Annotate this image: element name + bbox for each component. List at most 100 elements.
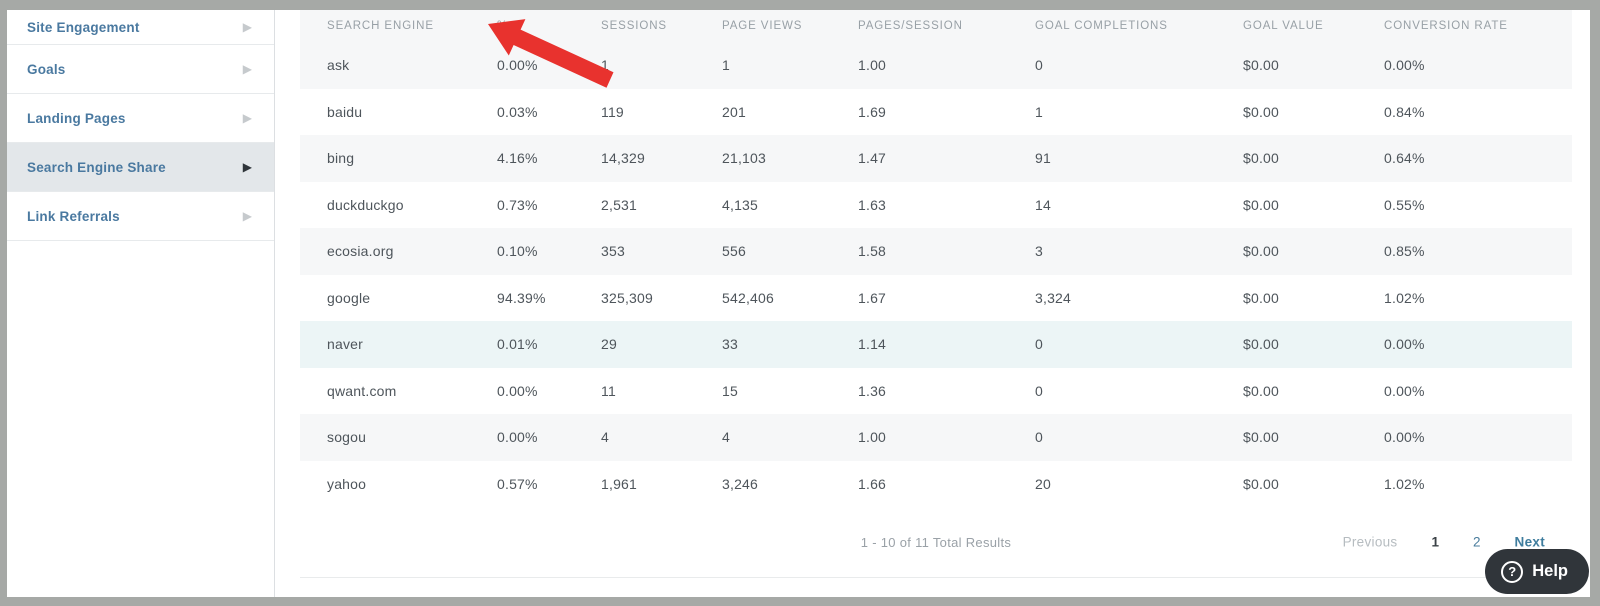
column-header[interactable]: GOAL VALUE [1243, 20, 1324, 32]
value-cell: $0.00 [1243, 103, 1280, 120]
value-cell: 11 [601, 382, 616, 399]
search-engine-cell: google [327, 289, 371, 306]
table-header-row: SEARCH ENGINE% SESSIONS PAGE VIEWS PAGES/SE… [300, 10, 1572, 42]
sidebar-item-label: Link Referrals [27, 208, 120, 224]
value-cell: 0 [1035, 382, 1043, 399]
sidebar-item-goals[interactable]: Goals ▶ [7, 45, 274, 94]
column-header[interactable]: CONVERSION RATE [1384, 20, 1508, 32]
value-cell: 1.14 [858, 336, 887, 353]
table-row: naver 0.01% 29 33 1.14 0 $0.00 0.00% [300, 321, 1572, 368]
value-cell: 0.00% [1384, 382, 1425, 399]
value-cell: 14 [1035, 196, 1051, 213]
value-cell: 29 [601, 336, 617, 353]
column-header[interactable]: GOAL COMPLETIONS [1035, 20, 1168, 32]
column-header[interactable]: SEARCH ENGINE [327, 20, 434, 32]
value-cell: 119 [601, 103, 624, 120]
table-row: ask 0.00% 1 1 1.00 0 $0.00 0.00% [300, 42, 1572, 89]
search-engine-cell: sogou [327, 429, 367, 446]
column-header[interactable]: % [497, 20, 509, 32]
value-cell: 0.64% [1384, 150, 1425, 167]
value-cell: 325,309 [601, 289, 654, 306]
value-cell: 0.00% [497, 382, 538, 399]
search-engine-cell: bing [327, 150, 355, 167]
value-cell: 0.57% [497, 475, 538, 492]
value-cell: 1.58 [858, 243, 887, 260]
value-cell: $0.00 [1243, 429, 1280, 446]
value-cell: $0.00 [1243, 336, 1280, 353]
value-cell: 0 [1035, 336, 1043, 353]
value-cell: 4.16% [497, 150, 538, 167]
value-cell: 542,406 [722, 289, 775, 306]
search-engine-cell: ask [327, 57, 350, 74]
sidebar-item-search-engine-share[interactable]: Search Engine Share ▶ [7, 143, 274, 192]
value-cell: $0.00 [1243, 289, 1280, 306]
previous-page-button[interactable]: Previous [1342, 534, 1398, 550]
value-cell: 94.39% [497, 289, 546, 306]
sidebar-item-label: Site Engagement [27, 19, 140, 35]
value-cell: 0.00% [497, 429, 538, 446]
chevron-right-icon: ▶ [242, 160, 252, 174]
value-cell: 0 [1035, 57, 1043, 74]
value-cell: 0.03% [497, 103, 538, 120]
value-cell: 1 [601, 57, 609, 74]
value-cell: 21,103 [722, 150, 767, 167]
search-engine-cell: ecosia.org [327, 243, 394, 260]
page-number-1[interactable]: 1 [1431, 534, 1440, 550]
value-cell: 1.63 [858, 196, 887, 213]
chevron-right-icon: ▶ [242, 20, 252, 34]
value-cell: 2,531 [601, 196, 638, 213]
table-row: bing 4.16% 14,329 21,103 1.47 91 $0.00 0.64% [300, 135, 1572, 182]
value-cell: 1 [722, 57, 730, 74]
value-cell: 33 [722, 336, 738, 353]
value-cell: $0.00 [1243, 150, 1280, 167]
help-button-label: Help [1532, 562, 1568, 580]
value-cell: 1.67 [858, 289, 887, 306]
chevron-right-icon: ▶ [242, 209, 252, 223]
sidebar-nav: Site Engagement ▶ Goals ▶ Landing Pages ▶ Sear… [7, 10, 274, 241]
value-cell: 1.00 [858, 57, 887, 74]
value-cell: 4 [601, 429, 609, 446]
table-row: ecosia.org 0.10% 353 556 1.58 3 $0.00 0.85% [300, 228, 1572, 275]
value-cell: 1 [1035, 103, 1043, 120]
value-cell: 1.66 [858, 475, 887, 492]
results-count-text: 1 - 10 of 11 Total Results [860, 534, 1012, 550]
value-cell: 1.02% [1384, 475, 1425, 492]
value-cell: $0.00 [1243, 475, 1280, 492]
sidebar-item-label: Landing Pages [27, 110, 126, 126]
value-cell: 0.84% [1384, 103, 1425, 120]
value-cell: 3,324 [1035, 289, 1072, 306]
chevron-right-icon: ▶ [242, 62, 252, 76]
table-row: google 94.39% 325,309 542,406 1.67 3,324 $0.00… [300, 275, 1572, 322]
column-header[interactable]: PAGE VIEWS [722, 20, 803, 32]
value-cell: 0 [1035, 429, 1043, 446]
value-cell: 353 [601, 243, 625, 260]
table-footer: 1 - 10 of 11 Total Results Previous 1 2 N… [300, 507, 1572, 578]
help-button[interactable]: ? Help [1485, 549, 1589, 594]
table-row: qwant.com 0.00% 11 15 1.36 0 $0.00 0.00% [300, 368, 1572, 415]
search-engine-cell: baidu [327, 103, 363, 120]
value-cell: 0.00% [497, 57, 538, 74]
table-row: yahoo 0.57% 1,961 3,246 1.66 20 $0.00 1.02% [300, 461, 1572, 508]
search-engine-table: SEARCH ENGINE% SESSIONS PAGE VIEWS PAGES/SE… [300, 10, 1572, 507]
value-cell: 0.00% [1384, 57, 1425, 74]
pagination: Previous 1 2 Next [1343, 535, 1545, 550]
value-cell: 14,329 [601, 150, 646, 167]
sidebar-item-site-engagement[interactable]: Site Engagement ▶ [7, 10, 274, 45]
column-header[interactable]: SESSIONS [601, 20, 667, 32]
chevron-right-icon: ▶ [242, 111, 252, 125]
table-row: duckduckgo 0.73% 2,531 4,135 1.63 14 $0.00 0.55… [300, 182, 1572, 229]
next-page-button[interactable]: Next [1514, 534, 1545, 550]
page-number-2[interactable]: 2 [1473, 534, 1481, 550]
value-cell: 0.00% [1384, 336, 1425, 353]
sidebar-item-link-referrals[interactable]: Link Referrals ▶ [7, 192, 274, 241]
table-header: SEARCH ENGINE% SESSIONS PAGE VIEWS PAGES/SE… [300, 10, 1572, 42]
table-row: baidu 0.03% 119 201 1.69 1 $0.00 0.84% [300, 89, 1572, 136]
sidebar-item-landing-pages[interactable]: Landing Pages ▶ [7, 94, 274, 143]
question-mark-icon: ? [1501, 560, 1524, 583]
column-header[interactable]: PAGES/SESSION [858, 20, 963, 32]
search-engine-cell: duckduckgo [327, 196, 404, 213]
value-cell: 556 [722, 243, 746, 260]
sidebar-item-label: Search Engine Share [27, 159, 166, 175]
value-cell: $0.00 [1243, 243, 1280, 260]
